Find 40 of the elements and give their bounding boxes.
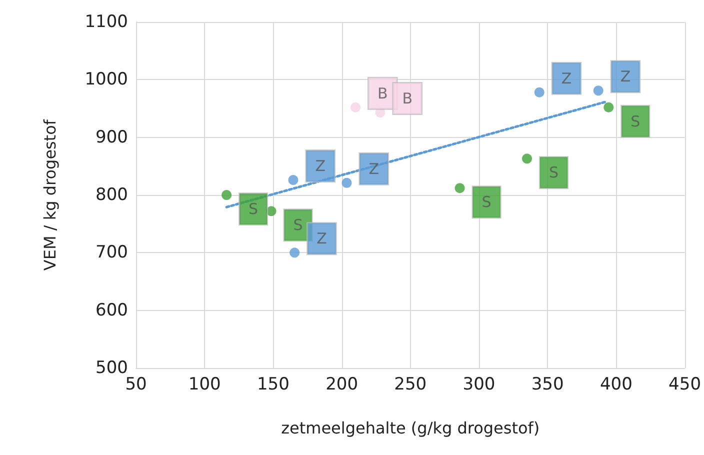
data-label: S <box>482 193 492 212</box>
x-tick-label: 200 <box>326 374 358 394</box>
point <box>454 183 465 194</box>
data-label: B <box>402 90 412 108</box>
point <box>288 175 298 186</box>
x-tick-label: 350 <box>531 374 564 394</box>
y-tick-label: 600 <box>96 300 128 320</box>
point <box>604 102 614 112</box>
x-tick-label: 250 <box>394 374 427 394</box>
data-label: Z <box>315 157 326 176</box>
data-label: Z <box>620 68 631 86</box>
point <box>290 248 300 258</box>
data-label: S <box>293 216 303 234</box>
y-tick-label: 1000 <box>84 70 128 90</box>
point <box>350 102 361 112</box>
y-tick-label: 1100 <box>84 12 128 32</box>
point <box>593 86 604 96</box>
y-tick-label: 900 <box>96 127 128 148</box>
data-label: S <box>549 164 559 182</box>
x-tick-label: 300 <box>462 374 496 394</box>
x-tick-label: 100 <box>188 374 221 394</box>
data-label: Z <box>316 230 327 248</box>
data-label: S <box>630 112 640 130</box>
x-tick-label: 450 <box>668 374 702 394</box>
data-label: Z <box>561 69 572 88</box>
x-tick-label: 400 <box>600 374 632 394</box>
y-axis-title: VEM / kg drogestof <box>40 119 60 271</box>
data-label: S <box>248 200 258 218</box>
y-tick-label: 500 <box>96 358 128 378</box>
point <box>222 190 232 200</box>
y-tick-label: 700 <box>96 242 128 263</box>
point <box>522 154 532 164</box>
point <box>534 87 544 98</box>
y-tick-label: 800 <box>96 185 128 205</box>
data-label: Z <box>368 160 380 178</box>
data-label: B <box>378 84 388 102</box>
point <box>342 178 352 188</box>
x-tick-label: 150 <box>256 374 290 394</box>
x-tick-label: 50 <box>125 374 147 394</box>
x-axis-title: zetmeelgehalte (g/kg drogestof) <box>281 418 540 438</box>
